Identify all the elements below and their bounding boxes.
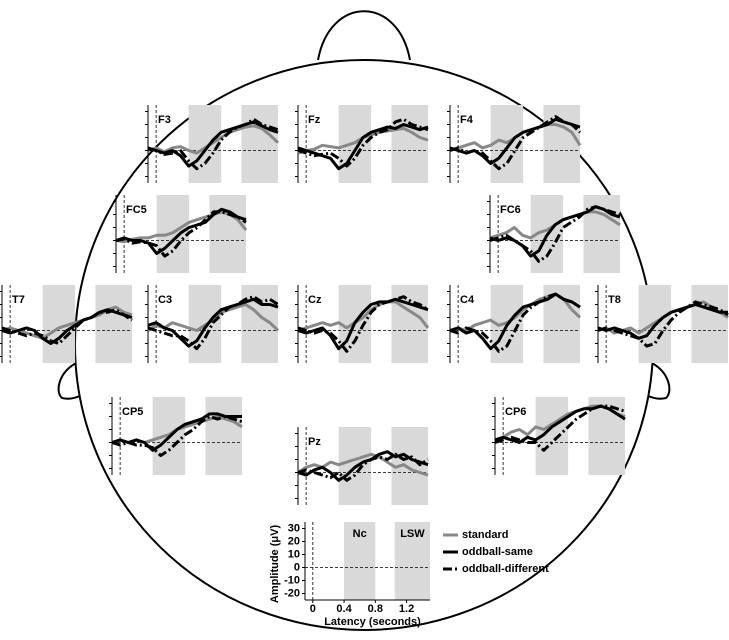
shaded-window [583, 195, 620, 273]
shaded-window [391, 105, 428, 183]
electrode-label: T8 [608, 294, 621, 306]
waveform [147, 303, 280, 332]
y-tick-label: -20 [284, 587, 300, 599]
shaded-window [205, 397, 242, 475]
waveform [449, 292, 581, 353]
shaded-window [241, 105, 278, 183]
waveform [489, 205, 621, 263]
legend-label: oddball-same [462, 546, 533, 558]
electrode-label: Cz [308, 294, 322, 306]
shaded-window [344, 522, 376, 600]
electrode-label: Fz [308, 114, 321, 126]
electrode-label: CP5 [122, 406, 143, 418]
shaded-window [691, 285, 728, 363]
electrode-label: CP6 [505, 406, 526, 418]
waveform [297, 452, 429, 477]
waveform [494, 404, 626, 452]
electrode-label: FC5 [126, 204, 147, 216]
window-label: LSW [400, 528, 425, 540]
waveform [111, 415, 243, 457]
waveform [115, 210, 247, 258]
shaded-window [394, 522, 430, 600]
waveform [297, 117, 429, 168]
waveform [115, 207, 247, 255]
waveform [111, 412, 242, 452]
y-axis-label: Amplitude (μV) [269, 525, 281, 604]
shaded-window [209, 195, 246, 273]
shaded-window [95, 285, 132, 363]
electrode-label: F3 [158, 114, 171, 126]
waveform [147, 295, 279, 351]
shaded-window [188, 105, 222, 183]
waveform [449, 292, 581, 351]
x-axis-label: Latency (seconds) [324, 616, 421, 628]
waveform [597, 300, 729, 348]
waveform [147, 120, 279, 168]
legend-label: standard [462, 529, 508, 541]
right-ear [645, 361, 671, 400]
shaded-window [391, 285, 428, 363]
x-tick-label: 0 [310, 603, 316, 615]
nose [317, 10, 411, 61]
electrode-label: F4 [460, 114, 474, 126]
y-tick-label: -10 [284, 574, 300, 586]
legend-label: oddball-different [462, 563, 549, 575]
shaded-window [543, 105, 580, 183]
left-ear [57, 361, 83, 400]
waveform [297, 300, 430, 332]
shaded-window [588, 397, 625, 475]
waveform [449, 115, 582, 171]
x-tick-label: 0.8 [368, 603, 383, 615]
electrode-label: FC6 [500, 204, 521, 216]
waveform [1, 308, 133, 345]
waveform [297, 452, 429, 482]
x-tick-label: 1.2 [399, 603, 414, 615]
electrode-label: C4 [460, 294, 475, 306]
waveform [297, 450, 429, 482]
waveform [147, 297, 279, 348]
electrode-label: Pz [308, 436, 321, 448]
x-tick-label: 0.4 [336, 603, 352, 615]
waveform [297, 295, 429, 353]
waveform [297, 297, 429, 351]
window-label: Nc [353, 528, 367, 540]
y-tick-label: 20 [288, 535, 300, 547]
electrode-label: C3 [158, 294, 172, 306]
waveform [1, 305, 133, 340]
y-tick-label: 10 [288, 548, 300, 560]
y-tick-label: 0 [294, 561, 300, 573]
electrode-label: T7 [12, 294, 25, 306]
waveform [597, 303, 728, 340]
y-tick-label: 30 [288, 522, 300, 534]
waveform [147, 117, 279, 171]
waveform [147, 124, 280, 155]
waveform [494, 404, 626, 444]
